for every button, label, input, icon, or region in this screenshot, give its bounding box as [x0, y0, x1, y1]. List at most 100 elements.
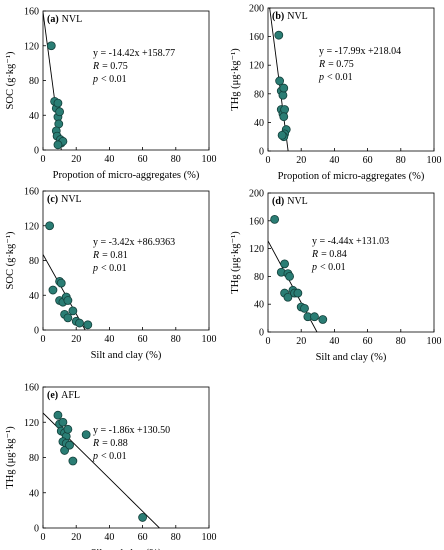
r-text: = 0.75: [328, 59, 354, 70]
data-point: [274, 30, 284, 40]
data-point: [310, 312, 319, 322]
data-point: [53, 410, 63, 420]
data-point: [83, 320, 93, 330]
y-tick-label: 120: [249, 61, 264, 72]
panel-site: NVL: [62, 14, 83, 25]
x-tick-label: 40: [104, 154, 114, 165]
r-value: R = 0.84: [311, 249, 347, 260]
data-point: [53, 98, 63, 108]
data-point: [283, 292, 293, 302]
y-tick-label: 40: [254, 118, 264, 129]
y-tick-label: 120: [24, 221, 39, 232]
data-point: [63, 424, 73, 434]
data-point: [53, 140, 63, 150]
data-point: [270, 215, 280, 224]
x-tick-label: 20: [296, 155, 306, 166]
p-value: p < 0.01: [92, 74, 127, 85]
p-text: < 0.01: [101, 74, 127, 85]
x-tick-label: 80: [396, 336, 406, 347]
data-point: [277, 130, 287, 140]
x-tick-label: 20: [71, 532, 81, 543]
data-point: [280, 259, 290, 269]
fit-equation: y = -3.42x +86.9363: [93, 237, 175, 248]
chart-e: 0 20 40 60 80 100 0 40 80 120 160 Silt and clay (%)…: [5, 383, 217, 550]
data-point: [293, 288, 303, 298]
panel-site: AFL: [61, 390, 80, 401]
data-point: [138, 513, 148, 522]
y-tick-label: 40: [29, 488, 39, 499]
y-axis-label: THg (μg·kg⁻¹): [5, 426, 16, 489]
r-symbol: R: [318, 59, 325, 70]
x-tick-label: 20: [296, 336, 306, 347]
x-tick-label: 60: [363, 155, 373, 166]
r-value: R = 0.75: [318, 59, 354, 70]
p-text: < 0.01: [320, 262, 346, 273]
panel-site: NVL: [61, 194, 82, 205]
x-tick-label: 100: [202, 154, 217, 165]
data-point: [46, 41, 56, 51]
r-symbol: R: [92, 61, 99, 72]
data-point: [63, 313, 73, 323]
x-tick-label: 40: [104, 334, 114, 345]
panel-letter: (c): [47, 194, 58, 205]
panel-label: (e) AFL: [47, 390, 80, 401]
data-point: [300, 303, 309, 313]
y-tick-label: 0: [259, 328, 264, 339]
x-tick-label: 100: [427, 155, 442, 166]
y-tick-label: 120: [249, 244, 264, 255]
y-tick-label: 160: [24, 383, 39, 394]
y-tick-label: 160: [24, 187, 39, 198]
x-axis-label: Silt and clay (%): [91, 350, 162, 361]
p-symbol: p: [311, 262, 317, 273]
data-point: [279, 112, 289, 122]
x-tick-label: 0: [41, 532, 46, 543]
x-axis-label: Propotion of micro-aggregates (%): [278, 171, 425, 182]
y-tick-label: 80: [254, 272, 264, 283]
panel-letter: (d): [272, 196, 284, 207]
r-symbol: R: [311, 249, 318, 260]
data-point: [68, 306, 78, 316]
data-point: [68, 456, 78, 466]
panel-label: (d) NVL: [272, 196, 308, 207]
r-symbol: R: [92, 438, 99, 449]
data-point: [55, 107, 64, 117]
y-tick-label: 80: [29, 76, 39, 87]
panel-letter: (b): [272, 11, 284, 22]
r-value: R = 0.75: [92, 61, 128, 72]
r-symbol: R: [92, 250, 99, 261]
r-text: = 0.75: [102, 61, 128, 72]
y-axis-label: SOC (g·kg⁻¹): [5, 51, 16, 109]
data-point: [278, 90, 288, 100]
x-tick-label: 60: [138, 334, 148, 345]
x-tick-label: 60: [138, 154, 148, 165]
y-tick-label: 120: [24, 41, 39, 52]
x-tick-label: 40: [329, 336, 339, 347]
y-tick-label: 160: [24, 7, 39, 18]
x-axis-label: Silt and clay (%): [91, 548, 162, 550]
y-tick-label: 80: [29, 453, 39, 464]
data-point: [318, 315, 328, 324]
y-tick-label: 200: [249, 189, 264, 200]
data-point: [279, 83, 289, 93]
y-tick-label: 160: [249, 32, 264, 43]
data-point: [60, 446, 69, 455]
p-value: p < 0.01: [92, 263, 127, 274]
fit-equation: y = -14.42x +158.77: [93, 48, 175, 59]
p-value: p < 0.01: [318, 72, 353, 83]
x-tick-label: 100: [202, 334, 217, 345]
plot-frame: [267, 192, 435, 333]
data-point: [45, 221, 55, 231]
y-axis-label: THg (μg·kg⁻¹): [230, 231, 241, 294]
data-point: [81, 430, 91, 439]
y-tick-label: 200: [249, 4, 264, 15]
data-point: [65, 440, 74, 450]
y-tick-label: 80: [254, 89, 264, 100]
chart-d: 0 20 40 60 80 100 0 40 80 120 160 200 Silt and clay …: [230, 189, 442, 364]
panel-label: (b) NVL: [272, 11, 308, 22]
p-value: p < 0.01: [311, 262, 346, 273]
data-point: [63, 296, 73, 305]
y-tick-label: 80: [29, 256, 39, 267]
data-point: [275, 76, 285, 86]
x-tick-label: 100: [202, 532, 217, 543]
